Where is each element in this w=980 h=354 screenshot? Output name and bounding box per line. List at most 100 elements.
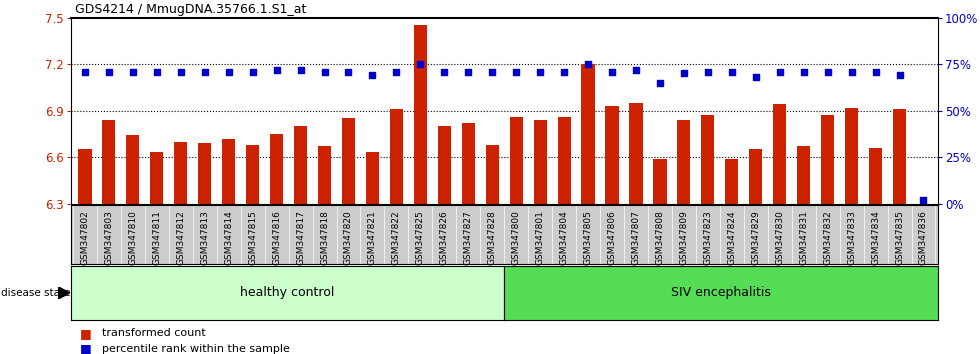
- Text: GSM347813: GSM347813: [200, 210, 209, 265]
- Bar: [869, 148, 882, 204]
- Point: [101, 69, 117, 74]
- Bar: [797, 146, 810, 204]
- Point: [820, 69, 836, 74]
- Bar: [486, 145, 499, 204]
- Bar: [102, 120, 116, 204]
- Point: [509, 69, 524, 74]
- Point: [269, 67, 284, 73]
- Text: GSM347807: GSM347807: [631, 210, 641, 265]
- Text: GSM347814: GSM347814: [224, 210, 233, 265]
- Point: [676, 70, 692, 76]
- Point: [436, 69, 452, 74]
- Bar: [366, 153, 379, 204]
- Bar: [606, 106, 618, 204]
- Bar: [773, 104, 786, 204]
- Bar: [438, 126, 451, 204]
- Bar: [893, 109, 907, 204]
- Bar: [749, 149, 762, 204]
- Bar: [342, 118, 355, 204]
- Bar: [702, 115, 714, 204]
- Point: [484, 69, 500, 74]
- Point: [867, 69, 883, 74]
- Text: GSM347827: GSM347827: [464, 210, 472, 265]
- Text: GSM347812: GSM347812: [176, 210, 185, 265]
- Text: GSM347823: GSM347823: [704, 210, 712, 265]
- Text: GSM347836: GSM347836: [919, 210, 928, 265]
- Bar: [845, 108, 858, 204]
- Text: ■: ■: [80, 342, 92, 354]
- Point: [220, 69, 236, 74]
- Point: [341, 69, 357, 74]
- Bar: [629, 103, 643, 204]
- Point: [293, 67, 309, 73]
- Text: GSM347826: GSM347826: [440, 210, 449, 265]
- Point: [388, 69, 404, 74]
- Text: GSM347822: GSM347822: [392, 210, 401, 265]
- Bar: [150, 153, 164, 204]
- Text: GSM347817: GSM347817: [296, 210, 305, 265]
- Point: [197, 69, 213, 74]
- Bar: [821, 115, 834, 204]
- Text: GSM347816: GSM347816: [272, 210, 281, 265]
- Bar: [510, 117, 522, 204]
- Text: GSM347828: GSM347828: [488, 210, 497, 265]
- Point: [628, 67, 644, 73]
- Polygon shape: [58, 287, 70, 299]
- Bar: [174, 142, 187, 204]
- Point: [605, 69, 620, 74]
- Point: [532, 69, 548, 74]
- Text: GSM347800: GSM347800: [512, 210, 520, 265]
- Text: healthy control: healthy control: [240, 286, 334, 299]
- Text: GSM347821: GSM347821: [368, 210, 377, 265]
- Text: GSM347825: GSM347825: [416, 210, 425, 265]
- Point: [748, 74, 763, 80]
- Text: GSM347806: GSM347806: [608, 210, 616, 265]
- Point: [172, 69, 188, 74]
- Text: GDS4214 / MmugDNA.35766.1.S1_at: GDS4214 / MmugDNA.35766.1.S1_at: [75, 3, 307, 16]
- Bar: [246, 145, 260, 204]
- Text: GSM347824: GSM347824: [727, 210, 736, 265]
- Point: [796, 69, 811, 74]
- Bar: [390, 109, 403, 204]
- Bar: [270, 134, 283, 204]
- Text: GSM347808: GSM347808: [656, 210, 664, 265]
- Point: [580, 61, 596, 67]
- Text: GSM347829: GSM347829: [752, 210, 760, 265]
- Point: [77, 69, 93, 74]
- Bar: [725, 159, 738, 204]
- Text: GSM347818: GSM347818: [320, 210, 329, 265]
- Point: [915, 197, 931, 202]
- Point: [149, 69, 165, 74]
- Text: GSM347830: GSM347830: [775, 210, 784, 265]
- Point: [844, 69, 859, 74]
- Bar: [126, 135, 139, 204]
- Text: GSM347804: GSM347804: [560, 210, 568, 265]
- Point: [892, 73, 907, 78]
- Point: [245, 69, 261, 74]
- Text: disease state: disease state: [1, 288, 71, 298]
- Text: GSM347802: GSM347802: [80, 210, 89, 265]
- Text: GSM347805: GSM347805: [583, 210, 593, 265]
- Point: [700, 69, 715, 74]
- Text: GSM347831: GSM347831: [800, 210, 808, 265]
- Text: transformed count: transformed count: [102, 329, 206, 338]
- Text: GSM347811: GSM347811: [152, 210, 162, 265]
- Text: GSM347832: GSM347832: [823, 210, 832, 265]
- Bar: [558, 117, 570, 204]
- Bar: [581, 64, 595, 204]
- Text: SIV encephalitis: SIV encephalitis: [671, 286, 771, 299]
- Point: [125, 69, 141, 74]
- Point: [652, 80, 667, 86]
- Bar: [533, 120, 547, 204]
- Bar: [462, 123, 475, 204]
- Bar: [414, 25, 427, 204]
- Text: GSM347833: GSM347833: [847, 210, 857, 265]
- Point: [772, 69, 788, 74]
- Bar: [294, 126, 307, 204]
- Text: GSM347801: GSM347801: [536, 210, 545, 265]
- Bar: [677, 120, 691, 204]
- Point: [461, 69, 476, 74]
- Point: [317, 69, 332, 74]
- Point: [557, 69, 572, 74]
- Text: GSM347820: GSM347820: [344, 210, 353, 265]
